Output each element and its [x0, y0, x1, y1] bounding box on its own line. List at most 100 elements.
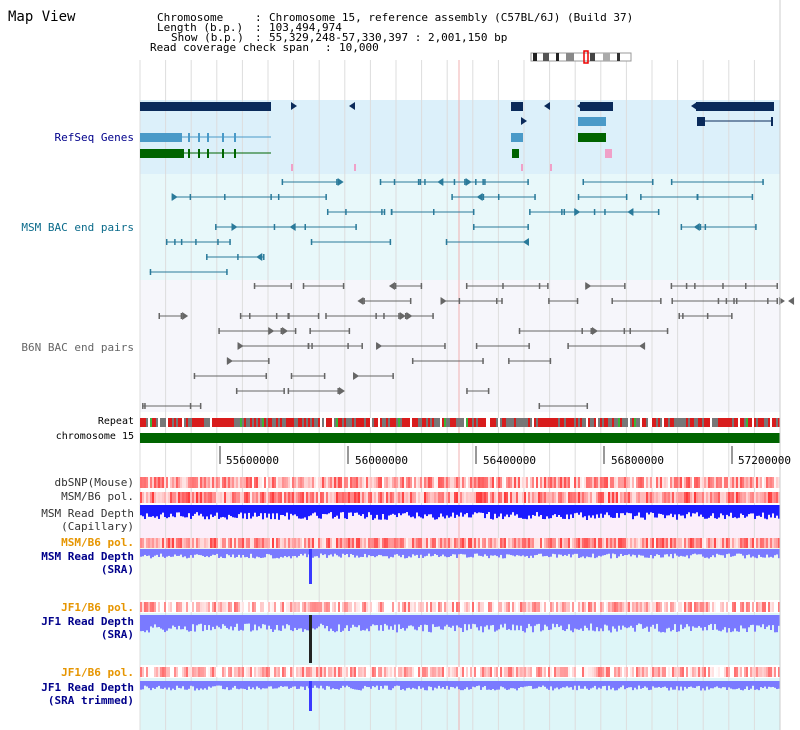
track-label-msm-depth-cap[interactable]: MSM Read Depth: [41, 507, 134, 520]
jf1-depth-sra-bar: [640, 615, 642, 625]
msm-depth-sra-bar: [458, 549, 460, 555]
msm-depth-capillary-bar: [274, 505, 276, 520]
repeat-segment: [578, 418, 580, 427]
msm-depth-sra-bar: [224, 549, 226, 559]
jf1-b6-pol-strip: [626, 602, 628, 612]
msm-depth-sra-bar: [370, 549, 372, 557]
msm-depth-capillary-bar: [484, 505, 486, 519]
msm-depth-capillary-bar: [548, 505, 550, 519]
msm-b6-pol-strip: [682, 492, 684, 503]
msm-depth-sra-bar: [630, 549, 632, 557]
msm-depth-sra-bar: [648, 549, 650, 558]
jf1-depth-trim-bar: [152, 681, 154, 688]
jf1-b6-pol-strip: [334, 602, 336, 612]
msm-b6-pol-strip: [768, 538, 770, 548]
repeat-segment: [368, 418, 370, 427]
jf1-depth-trim-bar: [770, 681, 772, 688]
track-label-jf1-b6-pol-2[interactable]: JF1/B6 pol.: [61, 666, 134, 679]
msm-depth-capillary-bar: [184, 505, 186, 518]
msm-b6-pol-strip: [418, 492, 420, 503]
track-label-jf1-b6-pol-1[interactable]: JF1/B6 pol.: [61, 601, 134, 614]
jf1-depth-trim-bar: [306, 681, 308, 687]
dbsnp-strip: [204, 477, 206, 488]
jf1-b6-pol-strip: [758, 667, 760, 677]
jf1-depth-trim-bar: [448, 681, 450, 690]
track-label-msm-b6-pol-2[interactable]: MSM/B6 pol.: [61, 536, 134, 549]
b6n-bac-pair: [458, 298, 461, 304]
jf1-depth-trim-bar: [630, 681, 632, 688]
b6n-bac-pair: [776, 283, 778, 289]
jf1-depth-sra-bar: [190, 615, 192, 632]
jf1-b6-pol-strip: [634, 602, 636, 612]
msm-b6-pol-strip: [676, 492, 678, 503]
track-label-msm-depth-sra[interactable]: MSM Read Depth: [41, 550, 134, 563]
msm-depth-capillary-bar: [248, 505, 250, 513]
repeat-segment: [372, 418, 374, 427]
msm-b6-pol-strip: [150, 538, 152, 548]
msm-depth-sra-bar: [162, 549, 164, 557]
dbsnp-strip: [380, 477, 382, 488]
msm-b6-pol-strip: [510, 538, 512, 548]
msm-depth-sra-bar: [328, 549, 330, 556]
repeat-segment: [334, 418, 336, 427]
msm-b6-pol-strip: [408, 538, 410, 548]
msm-b6-pol-strip: [446, 538, 448, 548]
jf1-b6-pol-strip: [392, 667, 394, 677]
msm-b6-pol-strip: [462, 538, 464, 548]
jf1-depth-trim-bar: [326, 681, 328, 686]
dbsnp-strip: [300, 477, 302, 488]
msm-b6-pol-strip: [756, 492, 758, 503]
msm-b6-pol-strip: [274, 492, 276, 503]
track-label-dbsnp[interactable]: dbSNP(Mouse): [54, 476, 134, 489]
dbsnp-strip: [240, 477, 242, 488]
jf1-b6-pol-strip: [482, 667, 484, 677]
jf1-b6-pol-strip: [218, 602, 220, 612]
length-sep: :: [255, 21, 262, 34]
track-label-refseq[interactable]: RefSeq Genes: [54, 131, 134, 144]
msm-b6-pol-strip: [152, 492, 154, 503]
dbsnp-strip: [216, 477, 218, 488]
jf1-depth-trim-bar: [344, 681, 346, 688]
jf1-depth-sra-bar: [606, 615, 608, 626]
msm-b6-pol-strip: [758, 538, 760, 548]
dbsnp-strip: [382, 477, 384, 488]
jf1-b6-pol-strip: [214, 602, 216, 612]
dbsnp-strip: [678, 477, 680, 488]
msm-depth-capillary-bar: [598, 505, 600, 518]
msm-depth-capillary-bar: [666, 505, 668, 516]
jf1-depth-sra-bar: [338, 615, 340, 625]
track-label-b6n-bac[interactable]: B6N BAC end pairs: [21, 341, 134, 354]
jf1-b6-pol-strip: [208, 602, 210, 612]
track-label-msm-bac[interactable]: MSM BAC end pairs: [21, 221, 134, 234]
jf1-b6-pol-strip: [354, 602, 356, 612]
track-label-jf1-depth-sra[interactable]: JF1 Read Depth: [41, 615, 134, 628]
track-label-msm-b6-pol-1[interactable]: MSM/B6 pol.: [61, 490, 134, 503]
jf1-depth-sra-bar: [616, 615, 618, 632]
track-label-jf1-depth-trim[interactable]: JF1 Read Depth: [41, 681, 134, 694]
msm-depth-sra-bar: [476, 549, 478, 554]
jf1-b6-pol-strip: [444, 602, 446, 612]
msm-b6-pol-strip: [582, 492, 584, 503]
repeat-segment: [770, 418, 772, 427]
repeat-segment: [642, 418, 644, 427]
msm-b6-pol-strip: [732, 492, 734, 503]
msm-b6-pol-strip: [326, 492, 328, 503]
msm-depth-capillary-bar: [150, 505, 152, 517]
repeat-segment: [754, 418, 756, 427]
msm-depth-capillary-bar: [382, 505, 384, 514]
jf1-depth-sra-bar: [626, 615, 628, 629]
b6n-bac-pair: [666, 328, 669, 334]
msm-b6-pol-strip: [576, 538, 578, 548]
msm-b6-pol-strip: [588, 492, 590, 503]
jf1-depth-trim-bar: [580, 681, 582, 689]
jf1-depth-trim-bar: [720, 681, 722, 689]
msm-depth-capillary-bar: [272, 505, 274, 514]
jf1-depth-sra-bar: [266, 615, 268, 630]
msm-b6-pol-strip: [438, 492, 440, 503]
jf1-b6-pol-strip: [744, 667, 746, 677]
refseq-gene: [550, 164, 552, 171]
jf1-depth-trim-bar: [572, 681, 574, 690]
msm-depth-capillary-bar: [708, 505, 710, 518]
jf1-depth-sra-bar: [322, 615, 324, 626]
